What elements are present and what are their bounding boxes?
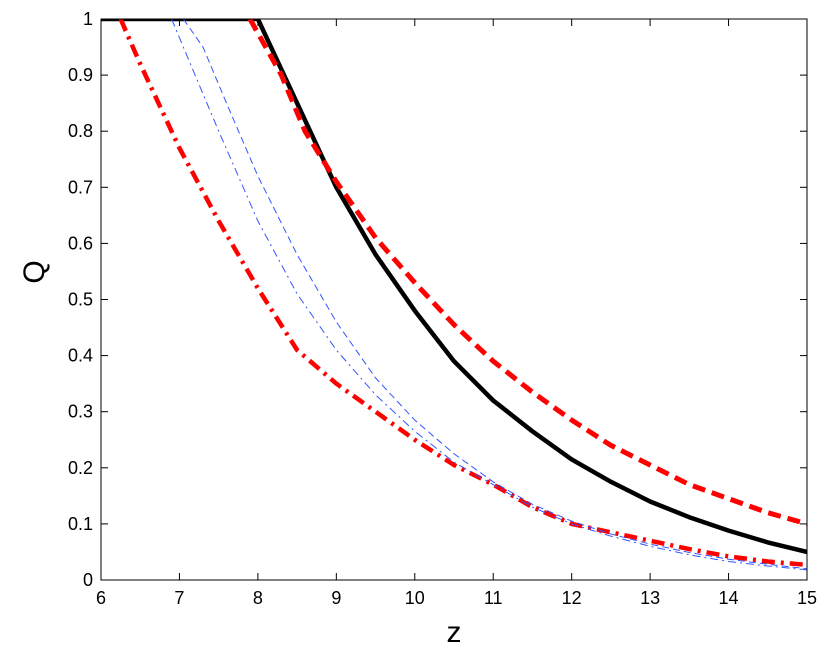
y-tick-label: 0.6 <box>68 233 93 253</box>
plot-area <box>101 19 807 580</box>
y-tick-label: 0.4 <box>68 346 93 366</box>
x-tick-label: 13 <box>640 588 660 608</box>
x-tick-label: 12 <box>562 588 582 608</box>
x-tick-label: 8 <box>253 588 263 608</box>
series-line-5 <box>182 19 807 570</box>
x-tick-label: 10 <box>405 588 425 608</box>
plot-frame <box>100 18 808 581</box>
y-tick-label: 0.5 <box>68 290 93 310</box>
y-tick-label: 0.9 <box>68 65 93 85</box>
y-tick-label: 1 <box>83 9 93 29</box>
y-tick-label: 0 <box>83 570 93 590</box>
y-tick-label: 0.1 <box>68 514 93 534</box>
series-line-2 <box>247 19 807 527</box>
x-tick-label: 14 <box>719 588 739 608</box>
y-tick-label: 0.2 <box>68 458 93 478</box>
series-line-4 <box>171 19 807 571</box>
y-tick-label: 0.7 <box>68 177 93 197</box>
y-tick-label: 0.3 <box>68 402 93 422</box>
series-line-3 <box>118 19 807 568</box>
y-tick-label: 0.8 <box>68 121 93 141</box>
x-tick-label: 15 <box>797 588 817 608</box>
x-tick-label: 6 <box>96 588 106 608</box>
series-layer <box>101 19 807 571</box>
x-tick-label: 11 <box>484 588 503 608</box>
y-axis-title: Q <box>18 260 51 283</box>
tick-layer: 6 7 8 9 10 11 12 13 14 15 0 0.1 0.2 0.3 0.4 0.5 0.6 0.7 0.… <box>68 9 817 608</box>
x-tick-label: 9 <box>331 588 341 608</box>
x-axis-title: z <box>447 616 462 649</box>
x-tick-label: 7 <box>174 588 184 608</box>
